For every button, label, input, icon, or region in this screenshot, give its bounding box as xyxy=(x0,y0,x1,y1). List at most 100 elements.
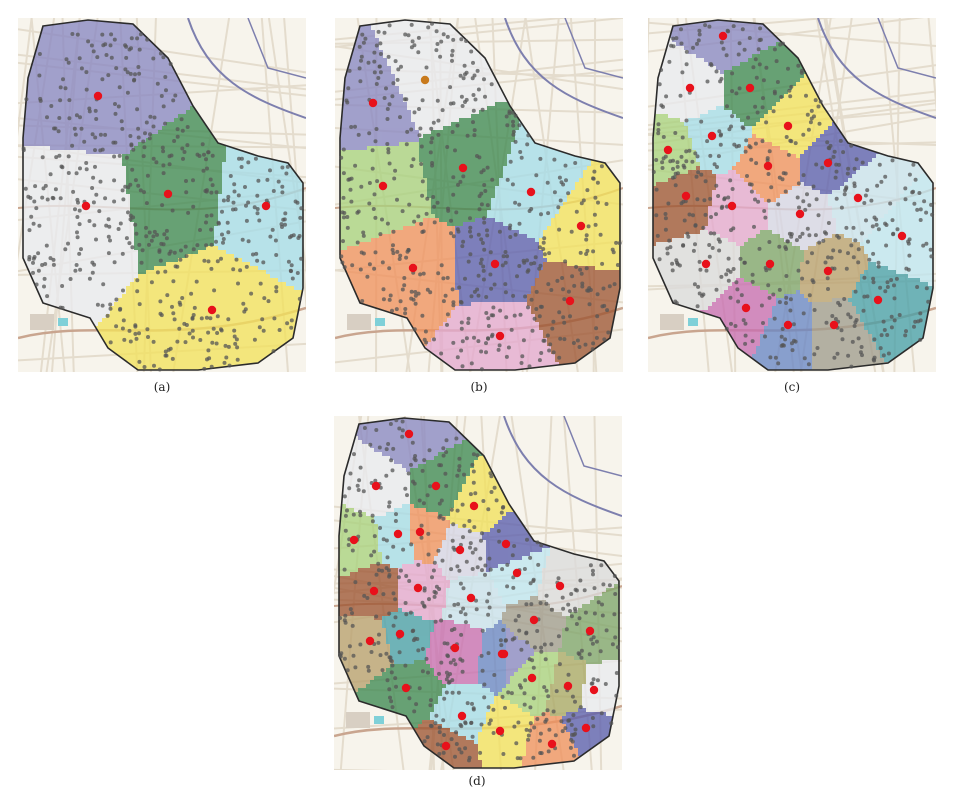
region-cell xyxy=(34,26,39,31)
region-cell xyxy=(98,106,103,111)
region-cell xyxy=(78,42,83,47)
region-cell xyxy=(66,210,71,215)
region-cell xyxy=(110,210,115,215)
region-cell xyxy=(242,50,247,55)
region-cell xyxy=(234,66,239,71)
region-cell xyxy=(282,202,287,207)
region-cell xyxy=(158,66,163,71)
region-cell xyxy=(134,270,139,275)
region-cell xyxy=(274,118,279,123)
region-cell xyxy=(250,110,255,115)
region-cell xyxy=(290,282,295,287)
region-cell xyxy=(106,210,111,215)
region-cell xyxy=(238,18,243,23)
region-cell xyxy=(42,62,47,67)
region-cell xyxy=(106,274,111,279)
region-cell xyxy=(190,58,195,63)
region-cell xyxy=(78,94,83,99)
region-cell xyxy=(302,154,306,159)
region-cell xyxy=(18,282,23,287)
region-cell xyxy=(54,238,59,243)
region-cell xyxy=(150,174,155,179)
region-cell xyxy=(154,142,159,147)
region-cell xyxy=(262,250,267,255)
region-cell xyxy=(122,30,127,35)
region-cell xyxy=(118,94,123,99)
region-cell xyxy=(250,234,255,239)
region-cell xyxy=(50,166,55,171)
region-cell xyxy=(170,170,175,175)
region-cell xyxy=(158,22,163,27)
region-cell xyxy=(42,170,47,175)
region-cell xyxy=(246,58,251,63)
region-cell xyxy=(38,134,43,139)
region-cell xyxy=(54,286,59,291)
region-cell xyxy=(218,126,223,131)
region-cell xyxy=(246,98,251,103)
region-cell xyxy=(54,270,59,275)
region-cell xyxy=(74,142,79,147)
region-cell xyxy=(210,42,215,47)
region-cell xyxy=(86,250,91,255)
region-cell xyxy=(114,90,119,95)
region-cell xyxy=(122,90,127,95)
region-cell xyxy=(114,130,119,135)
region-cell xyxy=(138,214,143,219)
region-cell xyxy=(126,30,131,35)
region-cell xyxy=(34,178,39,183)
region-cell xyxy=(134,262,139,267)
region-cell xyxy=(230,66,235,71)
region-cell xyxy=(174,34,179,39)
region-cell xyxy=(286,178,291,183)
region-cell xyxy=(114,70,119,75)
region-cell xyxy=(178,150,183,155)
region-cell xyxy=(178,22,183,27)
region-cell xyxy=(126,106,131,111)
region-cell xyxy=(102,122,107,127)
region-cell xyxy=(38,214,43,219)
region-cell xyxy=(274,174,279,179)
region-cell xyxy=(98,174,103,179)
region-cell xyxy=(230,118,235,123)
region-cell xyxy=(42,250,47,255)
region-cell xyxy=(198,274,203,279)
region-cell xyxy=(50,234,55,239)
region-cell xyxy=(298,138,303,143)
region-cell xyxy=(102,202,107,207)
region-cell xyxy=(94,122,99,127)
region-cell xyxy=(278,234,283,239)
region-cell xyxy=(162,26,167,31)
region-cell xyxy=(166,278,171,283)
region-cell xyxy=(158,238,163,243)
region-cell xyxy=(62,206,67,211)
region-cell xyxy=(170,218,175,223)
region-cell xyxy=(142,114,147,119)
region-cell xyxy=(226,94,231,99)
region-cell xyxy=(34,66,39,71)
region-cell xyxy=(54,66,59,71)
region-cell xyxy=(190,122,195,127)
region-cell xyxy=(98,114,103,119)
region-cell xyxy=(166,78,171,83)
region-cell xyxy=(18,42,23,47)
region-cell xyxy=(282,138,287,143)
region-cell xyxy=(114,182,119,187)
region-cell xyxy=(162,82,167,87)
region-cell xyxy=(94,278,99,283)
region-cell xyxy=(118,38,123,43)
region-cell xyxy=(286,194,291,199)
region-cell xyxy=(214,146,219,151)
region-cell xyxy=(54,26,59,31)
region-cell xyxy=(242,178,247,183)
region-cell xyxy=(218,278,223,283)
region-cell xyxy=(38,274,43,279)
region-cell xyxy=(70,102,75,107)
region-cell xyxy=(234,262,239,267)
region-cell xyxy=(258,58,263,63)
region-cell xyxy=(282,258,287,263)
region-cell xyxy=(30,114,35,119)
region-cell xyxy=(94,42,99,47)
region-cell xyxy=(62,194,67,199)
region-cell xyxy=(42,190,47,195)
region-cell xyxy=(254,46,259,51)
